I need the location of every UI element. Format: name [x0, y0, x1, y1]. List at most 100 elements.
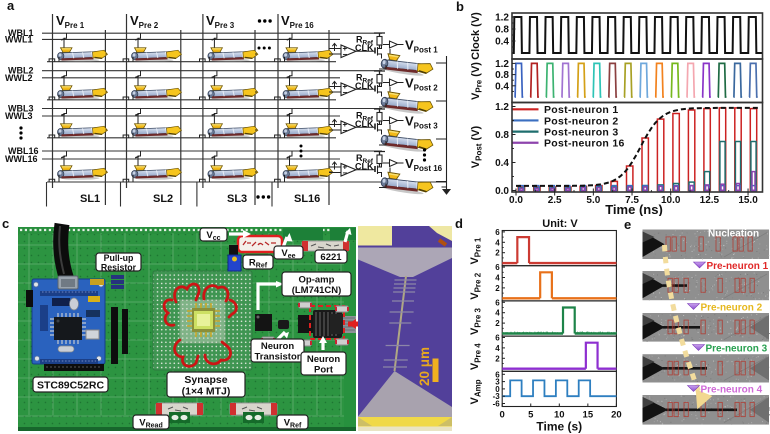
svg-text:Post-neuron 16: Post-neuron 16 — [544, 138, 625, 150]
svg-text:1.2: 1.2 — [495, 102, 509, 113]
svg-text:6: 6 — [495, 370, 500, 379]
svg-text:Port: Port — [314, 365, 334, 376]
svg-text:Op-amp: Op-amp — [299, 275, 335, 286]
svg-text:6: 6 — [495, 263, 500, 272]
svg-text:VPre 3: VPre 3 — [206, 13, 235, 30]
svg-text:1.2: 1.2 — [495, 59, 509, 70]
svg-text:WWL2: WWL2 — [5, 73, 33, 83]
svg-text:WBL1: WBL1 — [8, 28, 34, 38]
svg-text:7.5: 7.5 — [625, 195, 639, 206]
svg-text:6: 6 — [495, 298, 500, 307]
svg-text:+: + — [343, 120, 348, 129]
svg-text:0.4: 0.4 — [495, 158, 509, 169]
svg-text:Pre-neuron 1: Pre-neuron 1 — [707, 261, 769, 272]
svg-text:Post-neuron 2: Post-neuron 2 — [544, 115, 619, 127]
svg-text:−: − — [343, 126, 348, 135]
svg-text:2: 2 — [495, 319, 500, 328]
svg-text:0: 0 — [500, 410, 505, 421]
svg-text:VPre 2: VPre 2 — [469, 272, 483, 299]
svg-text:SL1: SL1 — [80, 193, 100, 205]
svg-text:VPre (V): VPre (V) — [470, 62, 484, 100]
svg-text:4: 4 — [495, 344, 500, 353]
svg-text:CLK: CLK — [355, 119, 374, 129]
svg-text:WWL16: WWL16 — [5, 154, 38, 164]
svg-text:VPre 3: VPre 3 — [469, 307, 483, 334]
svg-text:+: + — [343, 82, 348, 91]
svg-text:Pre-neuron 4: Pre-neuron 4 — [701, 385, 763, 396]
svg-text:d: d — [455, 216, 463, 231]
svg-text:(1×4 MTJ): (1×4 MTJ) — [182, 386, 231, 398]
svg-text:0.4: 0.4 — [495, 81, 509, 92]
svg-text:0.0: 0.0 — [509, 195, 523, 206]
svg-text:a: a — [7, 0, 15, 13]
svg-text:WWL3: WWL3 — [5, 111, 33, 121]
svg-text:15.0: 15.0 — [738, 195, 758, 206]
svg-text:Nucleation: Nucleation — [708, 229, 759, 240]
svg-text:CLK: CLK — [355, 43, 374, 53]
svg-text:VPre 1: VPre 1 — [469, 237, 483, 264]
svg-text:e: e — [624, 217, 631, 232]
svg-text:(LM741CN): (LM741CN) — [292, 285, 342, 296]
svg-text:Clock (V): Clock (V) — [470, 12, 482, 60]
svg-text:VAmp: VAmp — [469, 379, 483, 404]
svg-text:4: 4 — [495, 309, 500, 318]
svg-text:4: 4 — [495, 238, 500, 247]
svg-text:3: 3 — [495, 378, 500, 387]
svg-text:WBL16: WBL16 — [8, 146, 39, 156]
svg-text:0.0: 0.0 — [495, 186, 509, 197]
svg-text:-3: -3 — [493, 392, 501, 401]
svg-text:WBL2: WBL2 — [8, 66, 34, 76]
svg-text:−: − — [343, 50, 348, 59]
svg-text:VPre 1: VPre 1 — [56, 13, 85, 30]
svg-text:c: c — [2, 216, 9, 231]
svg-text:Pre-neuron 2: Pre-neuron 2 — [701, 303, 763, 314]
svg-text:2.5: 2.5 — [548, 195, 562, 206]
svg-text:−: − — [343, 169, 348, 178]
svg-text:10.0: 10.0 — [661, 195, 681, 206]
svg-text:VPre 16: VPre 16 — [281, 13, 314, 30]
svg-text:2: 2 — [495, 354, 500, 363]
svg-text:6221: 6221 — [320, 252, 342, 263]
svg-text:+: + — [343, 44, 348, 53]
svg-text:20: 20 — [611, 410, 622, 421]
svg-text:15: 15 — [583, 410, 594, 421]
svg-text:CLK: CLK — [355, 81, 374, 91]
svg-text:0: 0 — [495, 385, 500, 394]
svg-text:+: + — [343, 163, 348, 172]
svg-text:Neuron: Neuron — [307, 354, 340, 365]
svg-text:WWL1: WWL1 — [5, 35, 33, 45]
svg-text:0.8: 0.8 — [495, 130, 509, 141]
svg-text:VPost (V): VPost (V) — [470, 125, 484, 168]
svg-text:Vee: Vee — [281, 248, 295, 260]
svg-text:−: − — [343, 88, 348, 97]
svg-text:b: b — [456, 0, 464, 14]
svg-text:VPost 3: VPost 3 — [405, 114, 438, 131]
svg-text:Post-neuron 1: Post-neuron 1 — [544, 104, 619, 116]
svg-text:Post-neuron 3: Post-neuron 3 — [544, 126, 619, 138]
svg-text:-6: -6 — [493, 400, 501, 409]
svg-text:Synapse: Synapse — [184, 374, 227, 386]
svg-text:0.8: 0.8 — [495, 25, 509, 36]
svg-text:SL3: SL3 — [227, 193, 247, 205]
svg-text:6: 6 — [495, 334, 500, 343]
svg-text:VPost 2: VPost 2 — [405, 76, 438, 93]
svg-text:VPre 4: VPre 4 — [469, 343, 483, 370]
svg-text:SL2: SL2 — [153, 193, 173, 205]
svg-text:0.8: 0.8 — [495, 70, 509, 81]
svg-text:10: 10 — [554, 410, 565, 421]
svg-text:12.5: 12.5 — [700, 195, 720, 206]
svg-text:Transistor: Transistor — [255, 352, 301, 363]
svg-text:Pull-up: Pull-up — [104, 253, 134, 263]
svg-text:4: 4 — [495, 274, 500, 283]
svg-text:Time (s): Time (s) — [536, 420, 582, 434]
svg-text:Pre-neuron 3: Pre-neuron 3 — [706, 344, 768, 355]
svg-text:0.4: 0.4 — [495, 37, 509, 48]
svg-text:VPre 2: VPre 2 — [130, 13, 159, 30]
svg-text:Neuron: Neuron — [261, 341, 294, 352]
svg-text:WBL3: WBL3 — [8, 104, 34, 114]
svg-text:SL16: SL16 — [294, 193, 320, 205]
svg-text:Time (ns): Time (ns) — [605, 202, 663, 216]
svg-text:Resistor: Resistor — [101, 263, 137, 273]
svg-text:STC89C52RC: STC89C52RC — [37, 379, 105, 391]
svg-text:CLK: CLK — [355, 162, 374, 172]
